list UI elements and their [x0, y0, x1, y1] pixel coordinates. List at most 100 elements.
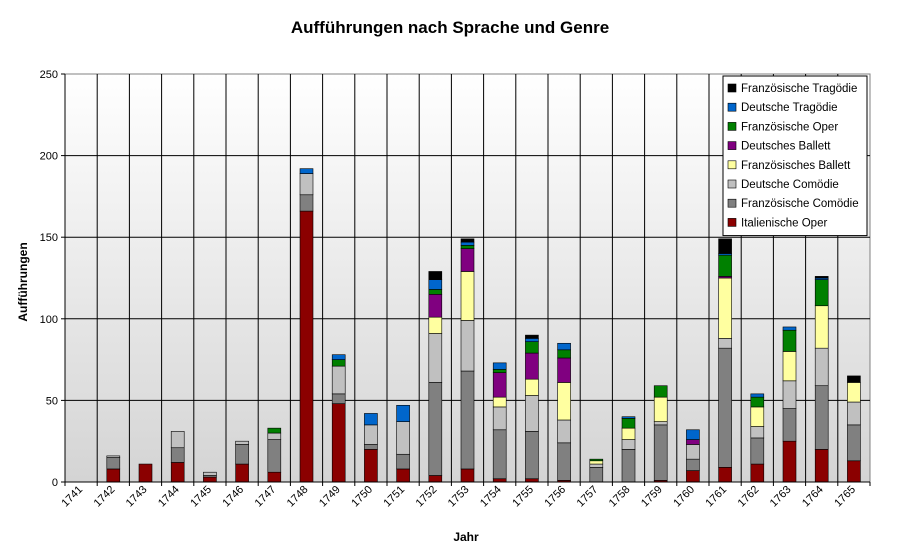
bar-segment: [267, 432, 282, 440]
legend-label: Französische Comödie: [741, 198, 859, 210]
bar-segment: [331, 359, 346, 367]
x-tick-label: 1759: [639, 484, 665, 510]
y-tick-label: 200: [40, 151, 58, 163]
bar-segment: [557, 357, 571, 383]
bar-segment: [718, 347, 732, 468]
bar-segment: [235, 463, 249, 483]
bar-segment: [492, 369, 507, 373]
bar-segment: [299, 194, 314, 212]
x-tick-label: 1754: [478, 484, 504, 510]
bar-segment: [460, 241, 475, 246]
bar-segment: [460, 245, 475, 249]
x-tick-label: 1748: [285, 484, 311, 510]
x-tick-label: 1757: [575, 484, 601, 510]
x-tick-label: 1765: [832, 484, 858, 510]
bar-segment: [364, 424, 378, 445]
x-tick-label: 1753: [446, 484, 472, 510]
x-tick-label: 1742: [92, 484, 118, 510]
x-tick-label: 1760: [671, 484, 697, 510]
bar-segment: [718, 238, 732, 254]
bar-segment: [106, 455, 121, 458]
bar-segment: [750, 396, 765, 408]
bar-segment: [170, 447, 185, 463]
y-tick-label: 150: [40, 232, 58, 244]
x-tick-label: 1761: [703, 484, 729, 510]
bar-segment: [235, 444, 249, 465]
legend: Französische Tragödie Deutsche Tragödie Fr…: [722, 75, 868, 237]
bar-segment: [525, 431, 539, 480]
bar-segment: [428, 316, 443, 334]
bar-segment: [460, 238, 475, 243]
bar-segment: [621, 439, 636, 450]
bar-segment: [782, 329, 797, 352]
bar-segment: [718, 277, 732, 339]
bar-segment: [235, 440, 249, 445]
bar-segment: [750, 393, 765, 398]
x-tick-label: 1749: [317, 484, 343, 510]
y-tick-label: 250: [40, 69, 58, 81]
bar-segment: [428, 294, 443, 318]
y-tick-label: 50: [46, 395, 58, 407]
x-tick-label: 1751: [381, 484, 407, 510]
bar-segment: [267, 427, 282, 434]
legend-swatch: [727, 102, 737, 112]
x-tick-label: 1741: [59, 484, 85, 510]
bar-segment: [525, 338, 539, 342]
bar-segment: [106, 468, 121, 483]
bar-segment: [525, 395, 539, 432]
bar-segment: [331, 365, 346, 395]
legend-label: Französisches Ballett: [741, 160, 851, 172]
bar-segment: [428, 333, 443, 383]
legend-label: Deutsches Ballett: [741, 141, 831, 153]
bar-segment: [686, 429, 700, 440]
bar-segment: [460, 468, 475, 483]
bar-segment: [782, 408, 797, 442]
bar-segment: [492, 372, 507, 398]
x-tick-label: 1750: [349, 484, 375, 510]
bar-segment: [428, 289, 443, 295]
chart-title: Aufführungen nach Sprache und Genre: [290, 18, 610, 37]
bar-segment: [331, 403, 346, 483]
bar-segment: [589, 467, 604, 483]
bar-segment: [621, 449, 636, 483]
x-tick-label: 1762: [736, 484, 762, 510]
legend-swatch: [727, 198, 737, 208]
bar-segment: [428, 475, 443, 483]
bar-segment: [525, 334, 539, 339]
legend-swatch: [727, 122, 737, 131]
bar-segment: [847, 460, 861, 483]
legend-swatch: [727, 83, 737, 93]
bar-segment: [557, 342, 571, 351]
bar-segment: [396, 453, 410, 470]
y-tick-label: 100: [40, 314, 58, 326]
bar-segment: [621, 416, 636, 419]
bar-segment: [814, 276, 829, 279]
bar-segment: [782, 351, 797, 382]
bar-segment: [718, 467, 732, 483]
bar-segment: [589, 463, 604, 468]
bar-segment: [718, 254, 732, 277]
bar-segment: [299, 168, 314, 174]
bar-segment: [396, 421, 410, 455]
bar-segment: [814, 449, 829, 483]
bar-segment: [460, 271, 475, 321]
bar-segment: [589, 458, 604, 462]
legend-box: [722, 75, 868, 237]
x-tick-label: 1744: [156, 484, 182, 510]
bar-segment: [814, 347, 829, 387]
bar-segment: [557, 382, 571, 421]
bar-segment: [364, 449, 378, 483]
bar-segment: [847, 375, 861, 383]
x-tick-label: 1755: [510, 484, 536, 510]
bar-segment: [847, 401, 861, 426]
legend-label: Deutsche Comödie: [741, 179, 839, 191]
bar-segment: [750, 406, 765, 427]
bar-segment: [460, 320, 475, 372]
legend-swatch: [727, 160, 737, 170]
bar-segment: [718, 338, 732, 349]
bar-segment: [299, 210, 314, 483]
x-tick-label: 1756: [542, 484, 568, 510]
bar-segment: [106, 457, 121, 470]
bar-segment: [492, 406, 507, 431]
